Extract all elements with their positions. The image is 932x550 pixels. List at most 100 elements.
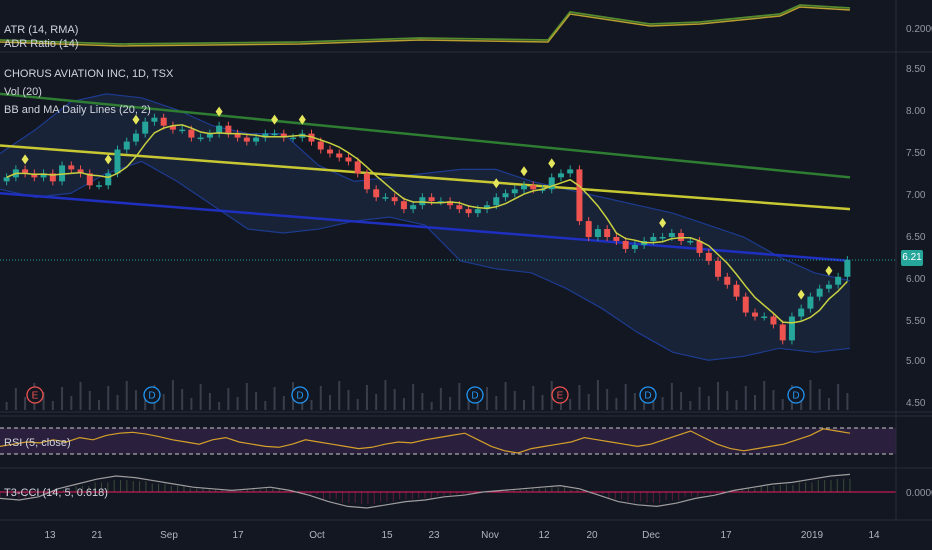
x-tick: 20 [586,530,598,541]
price-tick: 4.50 [906,398,926,409]
legend-volume[interactable]: Vol (20) [4,86,42,98]
candle [779,324,786,341]
candle [844,260,851,277]
candle [382,197,389,199]
volume-bar [42,392,45,410]
legend-adr[interactable]: ADR Ratio (14) [4,38,79,50]
dividend-marker [466,386,484,404]
candle [317,141,324,150]
last-price-label: 6.21 [901,250,923,266]
candle [188,129,195,138]
candle [447,201,454,206]
volume-bar [375,394,378,410]
candle [326,149,333,154]
candle [751,312,758,317]
candle [160,117,167,126]
candle [68,165,75,170]
volume-bar [680,392,683,410]
legend-symbol[interactable]: CHORUS AVIATION INC, 1D, TSX [4,68,174,80]
x-tick: Nov [481,530,499,541]
volume-bar [606,389,609,410]
candle [123,141,130,150]
volume-bar [624,384,627,410]
candle [456,205,463,210]
x-tick: 13 [44,530,56,541]
x-tick: 12 [538,530,550,541]
price-tick: 5.50 [906,316,926,327]
volume-bar [467,392,470,410]
price-tick: 8.50 [906,64,926,75]
volume-bar [199,384,202,410]
candle [132,133,139,142]
dividend-marker [787,386,805,404]
bollinger-upper-line [0,93,851,282]
signal-diamond [520,166,528,177]
volume-bar [208,393,211,410]
dividend-marker-letter: D [792,391,799,402]
volume-bar [125,381,128,410]
legend-cci[interactable]: T3-CCI (14, 5, 0.618) [4,487,108,499]
volume-bar [781,399,784,410]
dividend-marker [143,386,161,404]
price-tick: 6.50 [906,232,926,243]
volume-bar [541,395,544,410]
volume-bar [661,397,664,410]
volume-bar [328,395,331,410]
volume-bar [587,394,590,410]
volume-bar [578,385,581,410]
legend-atr[interactable]: ATR (14, RMA) [4,24,79,36]
volume-bar [319,386,322,410]
candle [373,189,380,198]
candle [668,233,675,237]
candle [3,177,10,182]
volume-bar [162,394,165,410]
candle [271,133,278,136]
candle [391,197,398,202]
volume-bar [726,391,729,410]
x-tick: 14 [868,530,880,541]
cci-pane [0,473,896,509]
candle [761,316,768,319]
candle [521,185,528,190]
legend-rsi[interactable]: RSI (5, close) [4,437,71,449]
dividend-marker-letter: D [296,391,303,402]
volume-bar [532,386,535,410]
volume-bar [236,397,239,410]
candle [733,284,740,297]
x-tick: 21 [91,530,103,541]
volume-bar [393,389,396,410]
volume-bar [615,398,618,410]
signal-diamond [659,218,667,228]
signal-diamond [797,289,805,300]
volume-bar [273,387,276,410]
candle [511,189,518,194]
volume-bar [134,390,137,410]
candle [280,133,287,138]
volume-bar [707,396,710,410]
earnings-marker [26,386,44,404]
x-tick: Oct [309,530,325,541]
candle [290,137,297,140]
candle [243,137,250,142]
candle [169,125,176,130]
candle [179,129,186,132]
volume-bar [698,387,701,410]
candle [336,153,343,158]
price-tick: 7.50 [906,148,926,159]
candle [687,240,694,243]
legend-bb[interactable]: BB and MA Daily Lines (20, 2) [4,104,151,116]
x-tick: 17 [720,530,732,541]
short-ma-line [6,124,848,324]
volume-bar [190,398,193,410]
atr-pane [0,4,851,47]
cci-line [0,473,851,509]
candle [484,205,491,210]
volume-bar [245,383,248,410]
volume-bar [449,397,452,410]
volume-bar [365,385,368,410]
candle [142,121,149,134]
volume-bar [181,389,184,410]
candle [825,284,832,289]
candle [428,197,435,202]
